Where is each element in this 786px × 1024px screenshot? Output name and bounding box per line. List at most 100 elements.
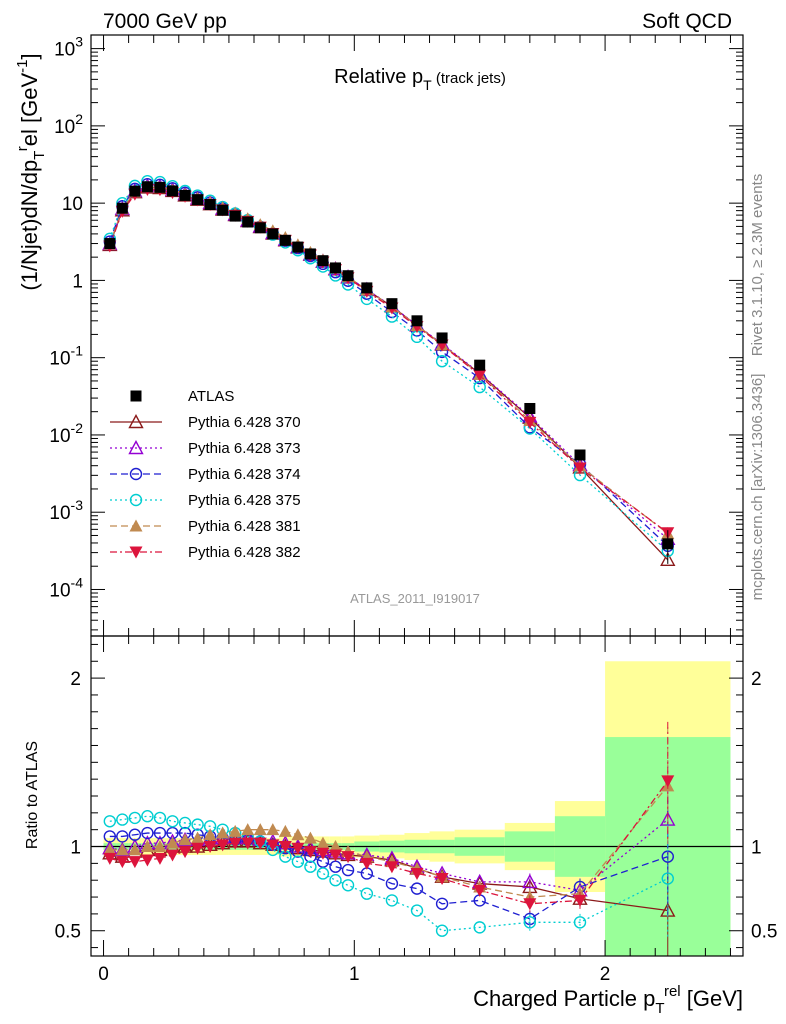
series-ratio-point [128,843,142,856]
y-tick-label: 10-4 [49,574,83,601]
ratio-tick-label: 2 [751,669,762,690]
series-ratio-point [115,843,129,856]
legend-marker [129,467,143,481]
atlas-point [129,185,141,197]
legend-entry-6: Pythia 6.428 382 [110,544,301,561]
series-ratio-point [178,846,192,859]
legend-marker [129,546,143,559]
atlas-point [279,234,291,246]
series-ratio-point [128,828,142,841]
atlas-point [662,538,674,550]
series-point [523,416,537,429]
series-ratio-point [203,828,217,841]
chart-title-main: Relative p [334,66,423,88]
series-ratio-point [253,837,267,850]
atlas-point [141,181,153,193]
series-ratio-point [103,852,117,865]
series-ratio-point [166,815,179,828]
atlas-point [154,181,166,193]
series-ratio-point [153,826,167,840]
series-ratio-point [304,860,317,873]
series-line-ratio [109,819,669,892]
series-ratio-point [278,824,292,837]
series-line-main [109,185,669,540]
legend-entry-1: Pythia 6.428 370 [110,414,301,431]
legend-marker [128,414,144,429]
rivet-label: Rivet 3.1.10, ≥ 2.3M events [749,174,766,357]
y-tick-label: 1 [72,271,83,292]
series-ratio-point [266,839,280,852]
series-line-main [109,180,669,552]
series-ratio-point [291,855,305,868]
legend-entry-2: Pythia 6.428 373 [110,440,301,457]
series-ratio-point [523,916,537,929]
series-ratio-point [191,842,205,855]
legend-label: Pythia 6.428 382 [188,544,301,561]
header-right: Soft QCD [642,10,732,33]
atlas-point [317,255,329,267]
y-axis-label: (1/Njet)dN/dpTrel [GeV-1] [14,53,48,290]
ratio-tick-label: 1 [70,838,81,859]
series-ratio-point [473,921,486,934]
series-point [573,462,587,475]
legend-label: ATLAS [188,388,234,405]
series-ratio-point [153,811,167,825]
series-ratio-point [385,861,399,874]
series-ratio-point [661,872,674,885]
atlas-point [204,199,216,211]
series-line-ratio [109,815,669,932]
series-ratio-point [316,867,330,880]
series-ratio-point [360,887,374,900]
x-tick-label: 2 [600,964,611,985]
series-ratio-point [341,851,355,864]
series-ratio-point [410,867,424,880]
series-ratio-point [329,874,342,887]
series-ratio-point [316,836,330,849]
legend-marker [128,440,144,455]
series-ratio-point [103,815,117,828]
atlas-point [411,315,423,327]
series-ratio-point [410,904,424,917]
series-ratio-point [360,857,374,870]
chart-title-sub: T [423,77,432,93]
series-ratio-point [291,842,305,855]
legend-label: Pythia 6.428 373 [188,440,301,457]
series-ratio-point [522,873,538,889]
series-ratio-point [128,856,142,869]
x-tick-label: 1 [349,964,360,985]
series-ratio-point [128,811,142,825]
series-ratio-point [473,884,487,897]
series-ratio-point [178,816,192,830]
series-ratio-point [141,810,154,823]
series-ratio-point [241,837,255,850]
mcplots-label: mcplots.cern.ch [arXiv:1306.3436] [749,374,766,601]
atlas-point [304,248,316,260]
x-tick-label: 0 [98,964,109,985]
series-ratio-point [191,831,205,844]
series-point [435,355,449,368]
series-ratio-point [573,916,587,929]
atlas-point [436,332,448,344]
series-ratio-point [278,841,292,854]
series-ratio-point [341,863,355,877]
ratio-tick-label: 2 [70,669,81,690]
series-line-ratio [109,832,668,920]
series-ratio-point [116,830,129,843]
atlas-point [192,194,204,206]
series-ratio-point [153,852,167,865]
series-ratio-point [228,824,242,837]
atlas-point [292,241,304,253]
series-ratio-point [116,813,129,826]
series-ratio-point [178,833,192,846]
series-ratio-point [166,849,179,862]
ratio-tick-label: 1 [751,838,762,859]
series-ratio-point [216,839,230,852]
atlas-point [116,202,128,214]
series-point [660,551,676,567]
series-ratio-point [266,823,280,836]
series-line-ratio [109,785,669,898]
series-ratio-point [153,840,167,853]
series-ratio-point [303,831,317,844]
series-ratio-point [191,818,204,831]
